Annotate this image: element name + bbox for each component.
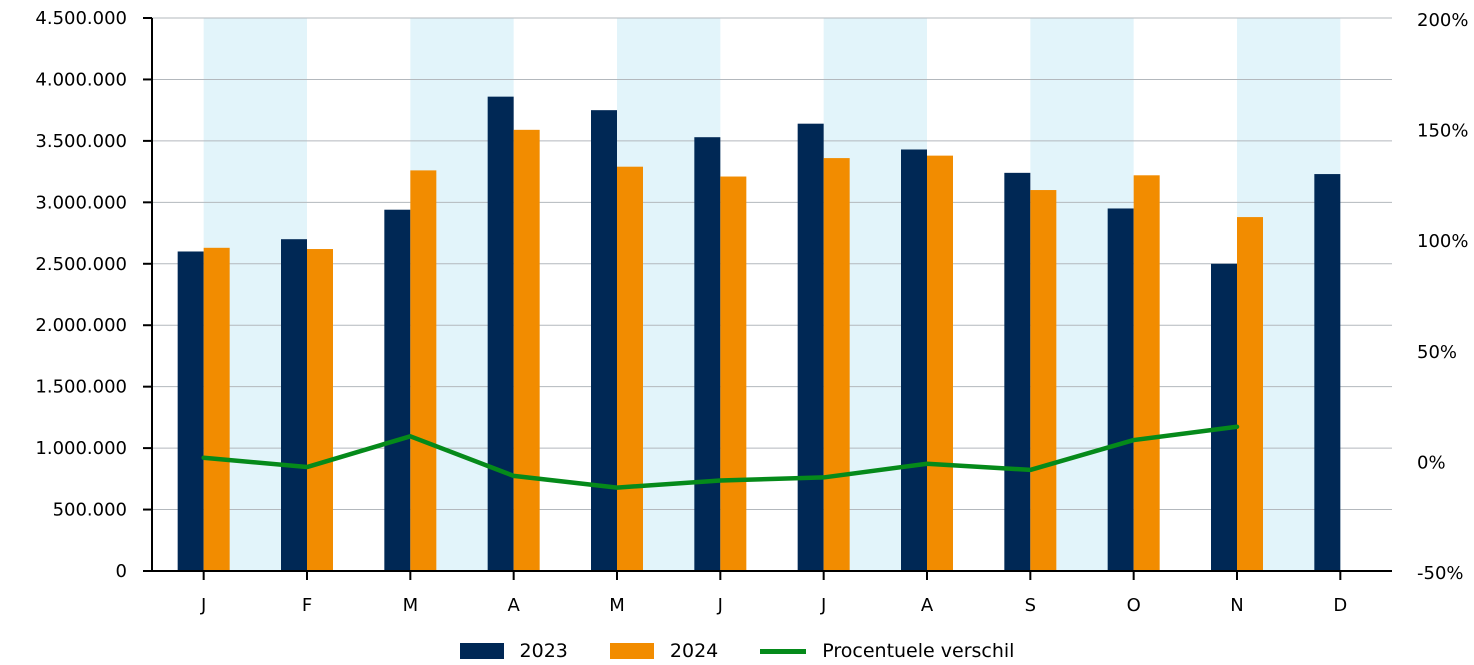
legend-swatch-2023 [459, 643, 504, 659]
legend-swatch-2024 [609, 643, 654, 659]
legend-item-2023: 2023 [459, 640, 568, 662]
legend-item-2024: 2024 [609, 640, 719, 662]
bar-2024 [823, 158, 850, 572]
y-left-tick-label: 0 [116, 561, 127, 582]
bar-2023 [797, 123, 824, 571]
legend-item-percent: Procentuele verschil [760, 640, 1014, 662]
bar-2023 [1107, 208, 1134, 571]
bar-2023 [177, 251, 204, 571]
bar-2023 [487, 96, 514, 571]
legend-swatch-percent [760, 648, 807, 654]
bar-2023 [591, 110, 617, 572]
x-tick-label: J [200, 595, 206, 616]
gridlines [152, 17, 1392, 511]
y-left-tick-label: 2.000.000 [35, 315, 127, 336]
bar-2024 [617, 166, 643, 571]
bar-2024 [927, 155, 953, 571]
bar-2023 [1314, 174, 1341, 571]
axes [143, 17, 1392, 580]
bar-2024 [1030, 190, 1057, 572]
bar-2023 [281, 239, 307, 571]
x-tick-label: O [1127, 595, 1141, 616]
y-right-tick-label: 50% [1417, 342, 1457, 363]
x-tick-label: M [403, 595, 419, 616]
bar-2024 [720, 176, 747, 571]
percent-line [201, 424, 1240, 490]
bar-2024 [307, 249, 333, 571]
x-tick-label: A [508, 595, 521, 616]
x-tick-label: N [1230, 595, 1243, 616]
x-tick-label: A [921, 595, 934, 616]
x-tick-label: J [820, 595, 826, 616]
legend-label-2023: 2023 [519, 640, 568, 662]
y-left-tick-label: 1.500.000 [35, 377, 127, 398]
legend: 2023 2024 Procentuele verschil [0, 640, 1474, 662]
x-tick-label: M [609, 595, 625, 616]
y-right-tick-label: -50% [1417, 563, 1464, 584]
tick-labels: 0 500.000 1.000.000 1.500.000 2.000.000 2.500… [35, 8, 1468, 616]
y-left-tick-label: 4.500.000 [35, 8, 127, 29]
y-left-tick-label: 1.000.000 [35, 438, 127, 459]
y-right-tick-label: 200% [1417, 10, 1468, 31]
y-left-tick-label: 2.500.000 [35, 254, 127, 275]
y-left-tick-label: 3.500.000 [35, 131, 127, 152]
bar-2023 [694, 137, 721, 572]
bars [177, 96, 1341, 572]
background-bands [203, 18, 1341, 571]
bar-2024 [410, 170, 437, 572]
bar-2023 [384, 209, 411, 571]
x-tick-label: F [302, 595, 312, 616]
bar-2023 [1004, 172, 1031, 571]
bar-2024 [203, 247, 230, 571]
x-tick-label: D [1333, 595, 1347, 616]
legend-label-percent: Procentuele verschil [822, 640, 1015, 662]
bar-2023 [1211, 263, 1237, 571]
x-tick-label: J [717, 595, 723, 616]
bar-2024 [1133, 175, 1160, 571]
y-right-tick-label: 100% [1417, 231, 1468, 252]
x-tick-label: S [1025, 595, 1036, 616]
bar-2023 [901, 149, 927, 572]
bar-2024 [513, 129, 540, 571]
bar-2024 [1237, 217, 1263, 571]
legend-label-2024: 2024 [669, 640, 719, 662]
y-left-tick-label: 500.000 [53, 500, 127, 521]
y-right-tick-label: 150% [1417, 121, 1468, 142]
y-left-tick-label: 4.000.000 [35, 69, 127, 90]
y-left-tick-label: 3.000.000 [35, 192, 127, 213]
y-right-tick-label: 0% [1417, 452, 1446, 473]
